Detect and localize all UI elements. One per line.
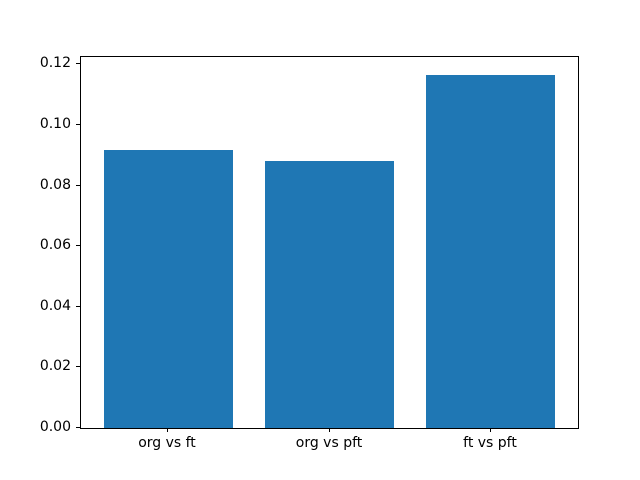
bar-org-vs-ft (103, 150, 233, 428)
y-tick-mark (76, 245, 80, 246)
x-tick-mark (490, 428, 491, 432)
plot-area (80, 56, 579, 429)
x-tick-mark (329, 428, 330, 432)
y-tick-label: 0.06 (39, 237, 71, 253)
y-tick-label: 0.02 (39, 358, 71, 374)
y-tick-mark (76, 185, 80, 186)
x-tick-label: ft vs pft (463, 435, 517, 451)
y-tick-mark (76, 427, 80, 428)
y-tick-label: 0.04 (39, 298, 71, 314)
y-tick-mark (76, 63, 80, 64)
y-tick-mark (76, 306, 80, 307)
y-tick-label: 0.00 (39, 419, 71, 435)
x-tick-mark (167, 428, 168, 432)
bar-org-vs-pft (264, 160, 395, 428)
x-tick-label: org vs ft (138, 435, 196, 451)
x-tick-label: org vs pft (295, 435, 363, 451)
bar-ft-vs-pft (426, 75, 556, 428)
y-tick-label: 0.08 (39, 177, 71, 193)
y-tick-label: 0.12 (39, 55, 71, 71)
y-tick-mark (76, 124, 80, 125)
y-tick-mark (76, 366, 80, 367)
y-tick-label: 0.10 (39, 116, 71, 132)
